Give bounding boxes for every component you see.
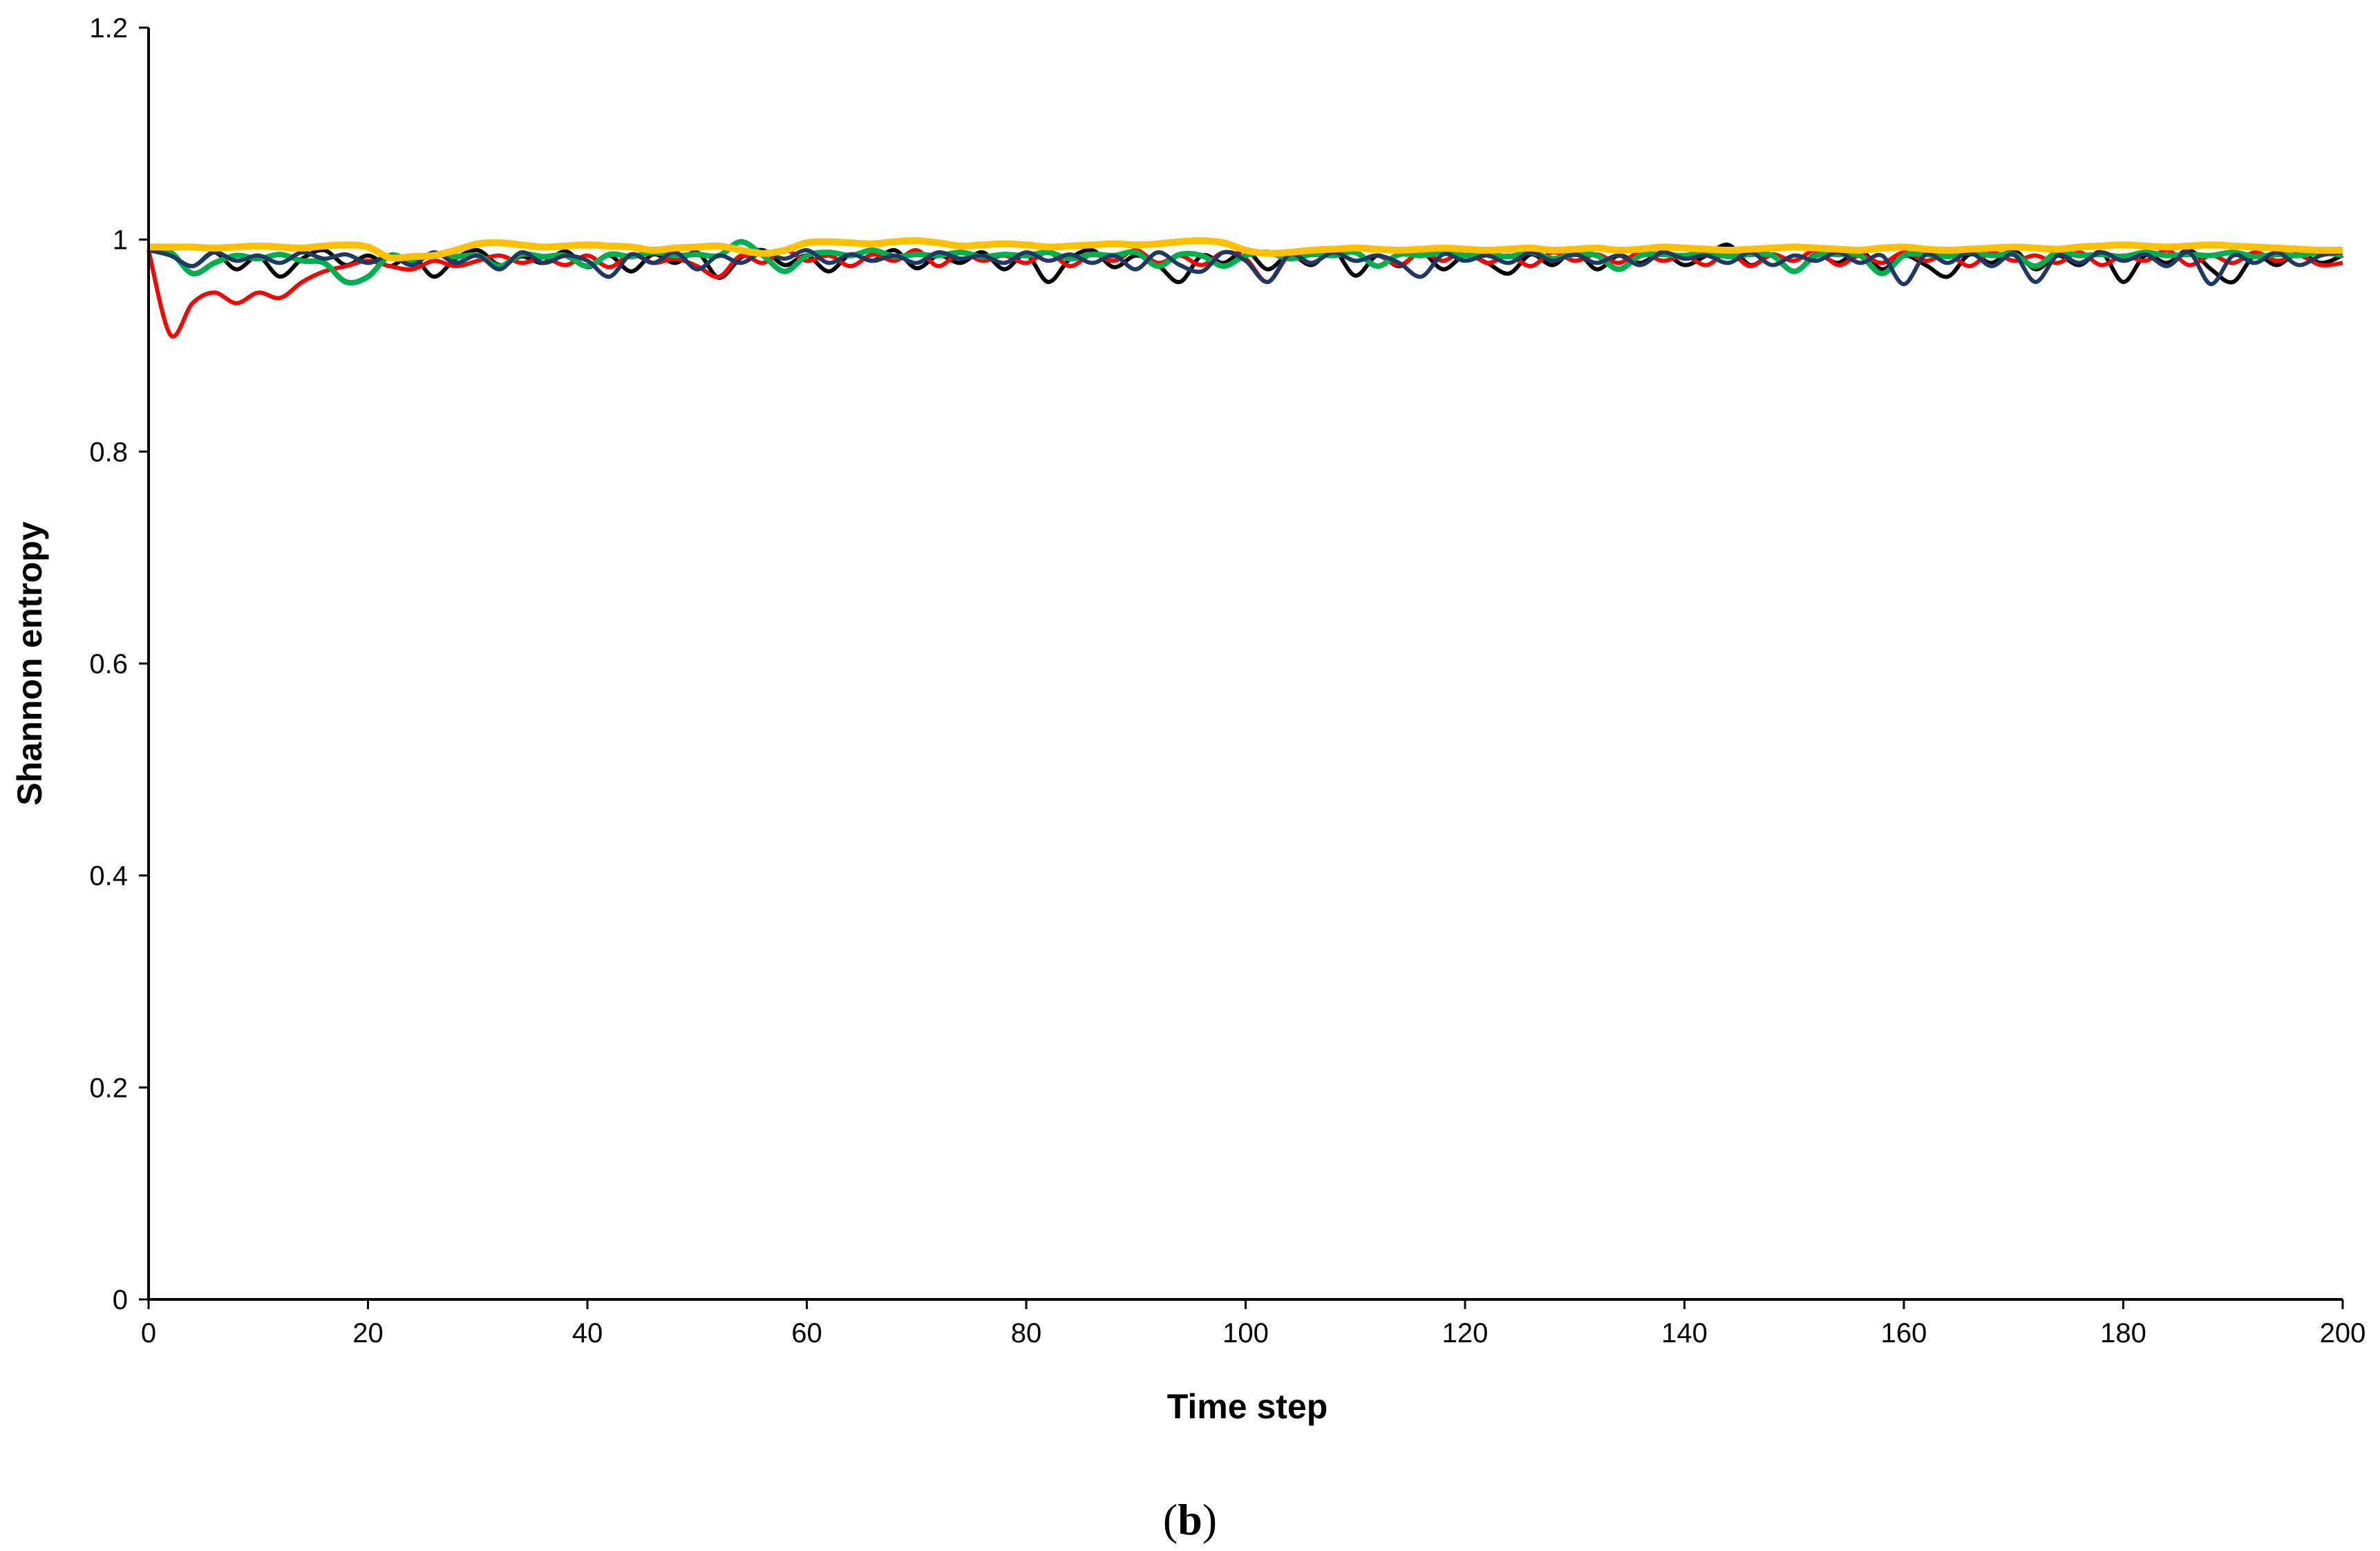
series-layer [147,237,2344,339]
y-tick-label: 0.4 [89,861,128,892]
x-tick-label: 180 [2100,1318,2146,1348]
y-tick-label: 0.6 [89,649,128,679]
y-tick-label: 0.2 [89,1073,128,1103]
x-tick-label: 0 [141,1318,156,1348]
panel-label-letter: b [1178,1495,1202,1544]
x-tick-label: 20 [352,1318,384,1348]
x-tick-label: 200 [2320,1318,2366,1348]
x-axis-title: Time step [1167,1387,1328,1426]
x-tick-label: 40 [572,1318,603,1348]
y-tick-label: 1.2 [89,13,128,44]
y-tick-label: 0 [113,1285,128,1315]
x-tick-label: 120 [1442,1318,1489,1348]
x-tick-label: 100 [1222,1318,1269,1348]
series-line-4 [149,237,2343,262]
y-tick-label: 1 [113,225,128,256]
x-tick-label: 80 [1011,1318,1042,1348]
y-axis-ticks: 0 0.2 0.4 0.6 0.8 1 1.2 [89,13,149,1315]
y-tick-label: 0.8 [89,437,128,467]
x-tick-label: 60 [791,1318,822,1348]
y-axis-title: Shannon entropy [10,521,49,805]
x-tick-label: 160 [1881,1318,1927,1348]
x-tick-label: 140 [1661,1318,1708,1348]
panel-label-open: ( [1163,1495,1178,1544]
series-line-3 [148,248,2343,287]
panel-label-close: ) [1202,1495,1217,1544]
panel-label: (b) [1163,1495,1217,1544]
x-axis-ticks: 0 20 40 60 80 100 120 140 160 180 200 [141,1299,2366,1348]
